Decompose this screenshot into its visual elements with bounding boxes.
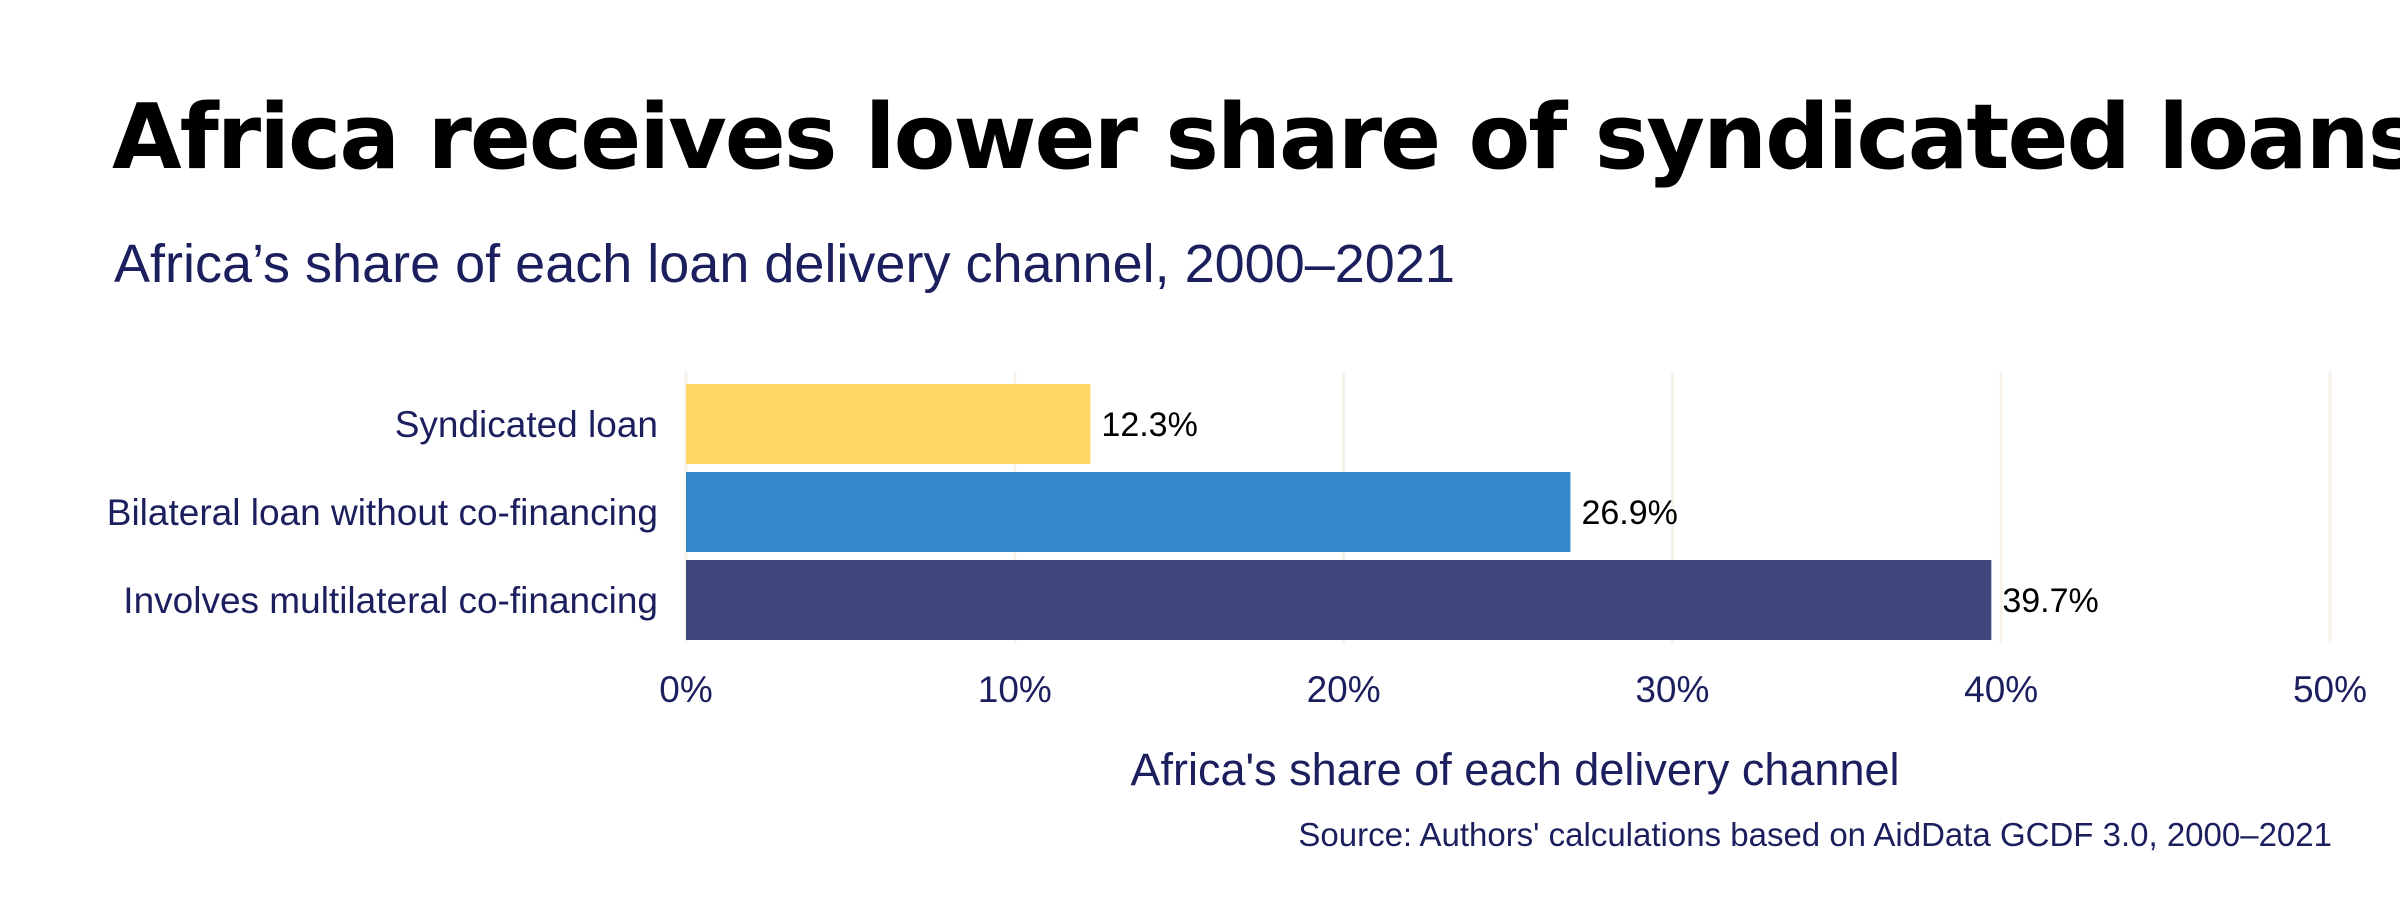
bar [686,384,1091,464]
data-label: 26.9% [1581,494,1677,532]
source-note: Source: Authors' calculations based on A… [1298,816,2332,853]
data-label: 39.7% [2002,582,2098,620]
category-label: Bilateral loan without co-financing [107,492,658,533]
x-tick-label: 40% [1964,669,2038,710]
bar [686,472,1571,552]
category-label: Involves multilateral co-financing [123,580,658,621]
x-axis-title: Africa's share of each delivery channel [1131,744,1900,795]
chart-title: Africa receives lower share of syndicate… [112,85,2400,190]
category-label: Syndicated loan [395,404,658,445]
data-label: 12.3% [1101,406,1197,444]
x-tick-label: 0% [659,669,712,710]
bars [686,384,1992,640]
labels: 0% 10% 20% 30% 40% 50% Syndicated loan 12.3% Bil… [107,404,2367,710]
x-tick-label: 20% [1307,669,1381,710]
x-tick-label: 50% [2293,669,2367,710]
bar [686,560,1992,640]
x-tick-label: 10% [978,669,1052,710]
x-tick-label: 30% [1635,669,1709,710]
chart-subtitle: Africa’s share of each loan delivery cha… [114,234,1455,294]
